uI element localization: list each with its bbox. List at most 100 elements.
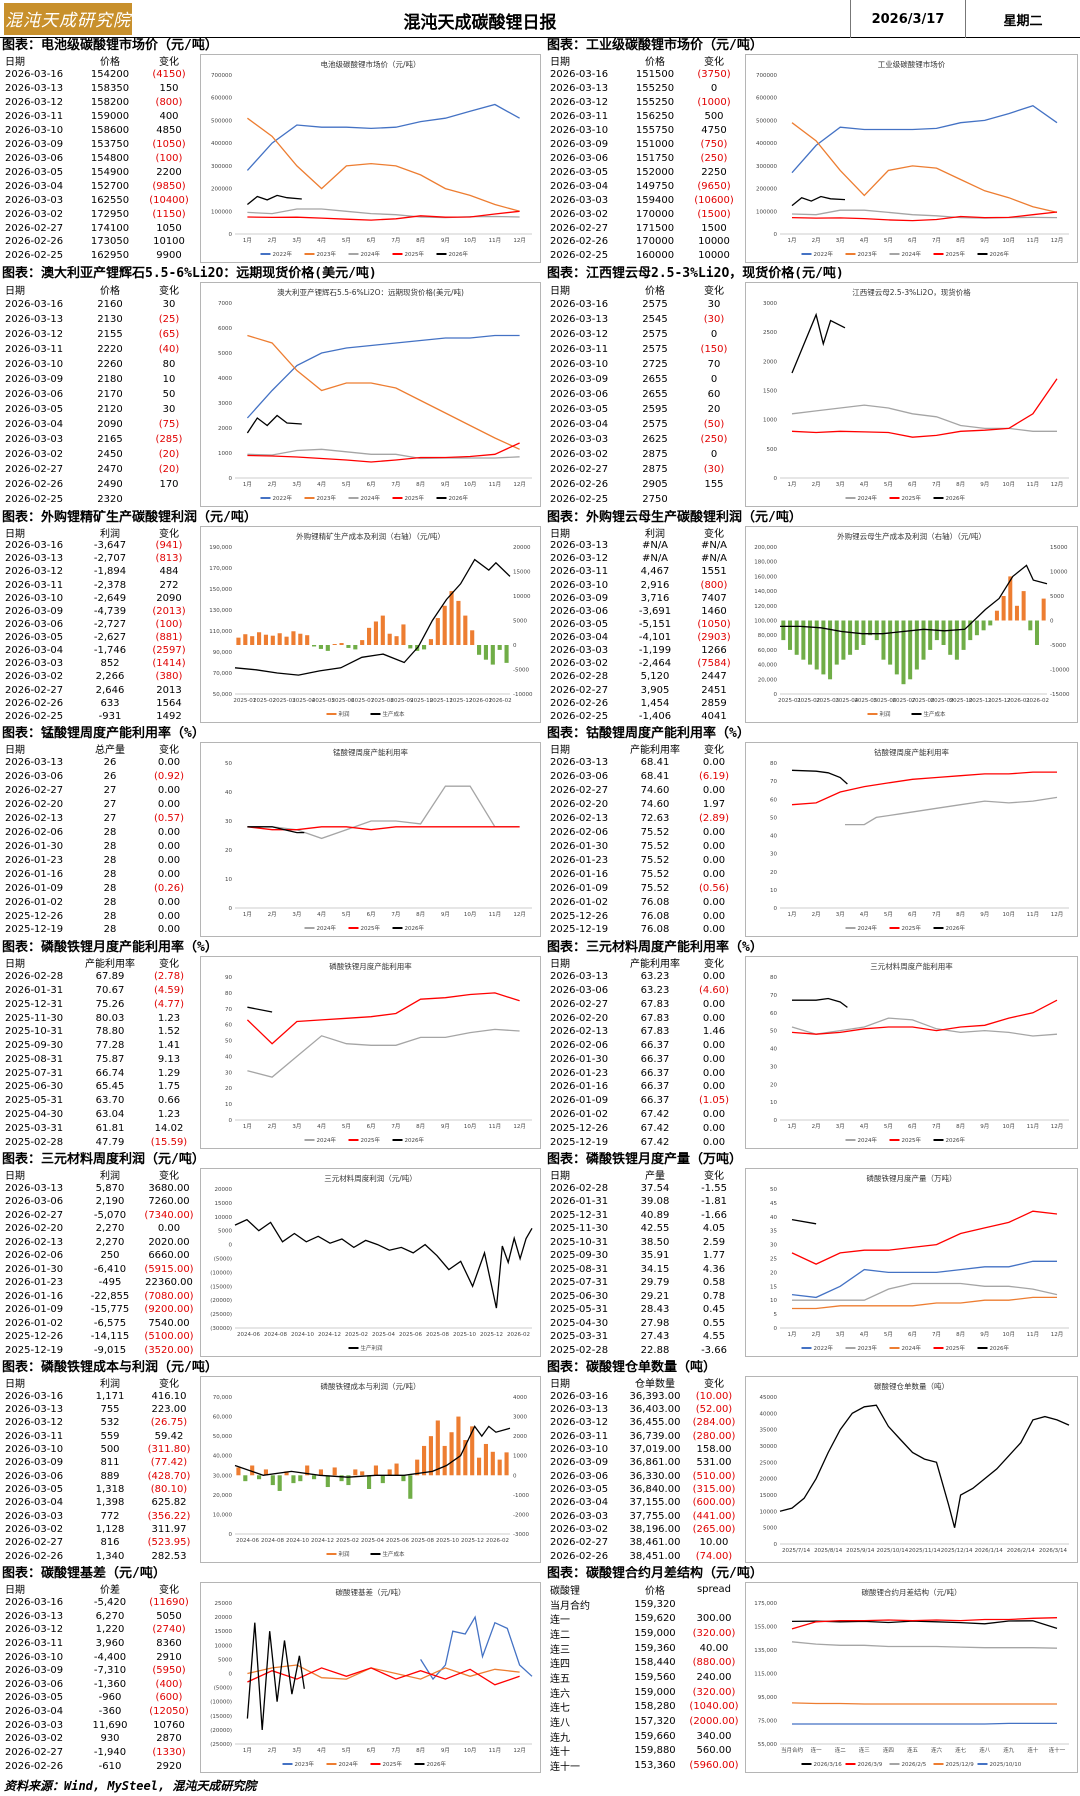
table-cell: 559: [100, 1430, 120, 1442]
table-row: 2026-03-09 2180 10: [0, 372, 200, 387]
profit-bar: [1034, 620, 1039, 645]
profit-bar: [928, 620, 933, 650]
profit-bar: [477, 1457, 482, 1476]
panel-title: 图表：外购锂精矿生产碳酸锂利润（元/吨）: [2, 510, 257, 525]
profit-bar: [470, 1426, 475, 1476]
table-cell: (1000): [697, 97, 731, 109]
x-tick-label: 4月: [860, 1331, 869, 1338]
table-cell: 2,916: [640, 579, 670, 591]
x-tick-label: 1月: [788, 237, 797, 244]
x-tick-label: 10月: [1003, 481, 1016, 488]
profit-bar: [921, 620, 926, 660]
y-tick-label: 55,000: [758, 1742, 778, 1748]
y-tick-label: 70: [770, 779, 777, 785]
x-tick-label: 当月合约: [781, 1746, 804, 1754]
x-tick-label: 5月: [884, 911, 893, 918]
table-row: 2026-03-10 2725 70: [545, 357, 745, 372]
x-tick-label: 2026-01: [469, 698, 492, 704]
table-cell: 158.00: [696, 1443, 732, 1455]
y-tick-label: (25000): [210, 1742, 232, 1748]
x-tick-label: 2026-02: [1026, 698, 1049, 704]
x-tick-label: 3月: [292, 1123, 301, 1130]
x-tick-label: 2025-05: [854, 698, 877, 704]
legend-label: 2023年: [295, 1760, 315, 1768]
profit-bar: [490, 1451, 495, 1476]
table-row: 2026-03-04 149750 (9650): [545, 179, 745, 193]
x-tick-label: 2025-08: [371, 698, 394, 704]
table-cell: (9650): [697, 180, 731, 192]
table-cell: 2026-02-20: [550, 799, 609, 811]
table-cell: 7407: [701, 592, 727, 604]
table-cell: 2025-05-31: [550, 1304, 609, 1316]
table-cell: 40.89: [640, 1209, 670, 1221]
x-tick-label: 连十一: [1049, 1746, 1066, 1754]
y-tick-label: 6000: [218, 326, 232, 332]
table-cell: (800): [155, 97, 183, 109]
y-tick-label: 20000: [760, 1477, 778, 1483]
profit-bar: [470, 630, 475, 645]
y-tick-label: (5000): [214, 1257, 232, 1263]
profit-bar: [270, 1475, 275, 1486]
table-cell: 4750: [701, 125, 727, 137]
table-cell: 1050: [156, 222, 182, 234]
y2-tick-label: 0: [513, 1473, 517, 1479]
y-tick-label: 70: [770, 993, 777, 999]
x-tick-label: 3月: [292, 1747, 301, 1754]
table-cell: 2026-03-05: [550, 404, 609, 415]
x-tick-label: 2025-10: [410, 698, 433, 704]
x-tick-label: 3月: [836, 481, 845, 488]
table-row: 2026-03-13 2130 (25): [0, 312, 200, 327]
table-cell: 2026-03-13: [550, 757, 609, 769]
table-cell: -22,855: [90, 1290, 130, 1302]
table-cell: 2026-01-23: [5, 854, 64, 866]
profit-bar: [914, 620, 919, 670]
table-row: 2026-02-26 2905 155: [545, 477, 745, 492]
y-tick-label: 60: [770, 797, 777, 803]
table-cell: 28: [103, 882, 117, 894]
legend-label: 2023年: [317, 250, 337, 258]
table-cell: 2013: [156, 684, 182, 696]
y-tick-label: 4000: [218, 376, 232, 382]
table-cell: 67.83: [640, 998, 670, 1010]
x-tick-label: 12月: [513, 1747, 526, 1754]
y-tick-label: (30000): [210, 1326, 232, 1332]
y-tick-label: 25: [770, 1257, 777, 1263]
table-cell: 0.00: [157, 854, 181, 866]
panel-title: 图表：磷酸铁锂月度产量（万吨）: [547, 1152, 743, 1167]
table-cell: 2026-03-13: [5, 553, 64, 565]
table-cell: 311.97: [151, 1523, 187, 1535]
chart-title: 钴酸锂周度产能利用率: [874, 747, 949, 757]
table-cell: 300.00: [696, 1613, 732, 1625]
table-cell: (2013): [152, 605, 186, 617]
x-tick-label: 9月: [441, 1123, 450, 1130]
table-cell: 63.23: [640, 971, 670, 983]
table-cell: 2025-12-26: [550, 910, 609, 922]
table-cell: 2025-03-31: [550, 1331, 609, 1343]
panel-title: 图表：三元材料周度利润（元/吨）: [2, 1152, 205, 1167]
profit-bar: [339, 1475, 344, 1482]
x-tick-label: 6月: [908, 1331, 917, 1338]
table-cell: 2026-03-06: [5, 618, 64, 630]
chart-area: 澳大利亚产锂辉石5.5-6%Li2O：远期现货价格(美元/吨) 7000 6000 5…: [200, 282, 541, 507]
y-tick-label: 25000: [215, 1601, 233, 1607]
x-tick-label: 2025/10/14: [877, 1548, 909, 1554]
legend-label: 2024年: [902, 1344, 922, 1352]
x-tick-label: 2月: [268, 1747, 277, 1754]
table-cell: 0.00: [702, 785, 726, 797]
chart-svg: 工业级碳酸锂市场价7000006000005000004000003000002…: [756, 59, 1069, 258]
table-row: 2026-03-09 151000 (750): [545, 138, 745, 152]
y-tick-label: 0: [774, 1118, 778, 1124]
table-cell: 2020.00: [148, 1236, 190, 1248]
table-cell: 2025-08-31: [5, 1053, 64, 1065]
table-cell: 2026-02-27: [550, 785, 609, 797]
x-tick-label: 2025-09: [390, 698, 413, 704]
series-line: [791, 999, 1058, 1035]
x-tick-label: 1月: [788, 1331, 797, 1338]
table-cell: -5,070: [93, 1209, 127, 1221]
table-header-cell: 变化: [704, 1171, 724, 1183]
x-tick-label: 8月: [416, 237, 425, 244]
x-tick-label: 3月: [292, 911, 301, 918]
chart-svg: 碳酸锂仓单数量（吨）450004000035000300002500020000…: [760, 1381, 1070, 1554]
table-cell: (250): [700, 152, 728, 164]
